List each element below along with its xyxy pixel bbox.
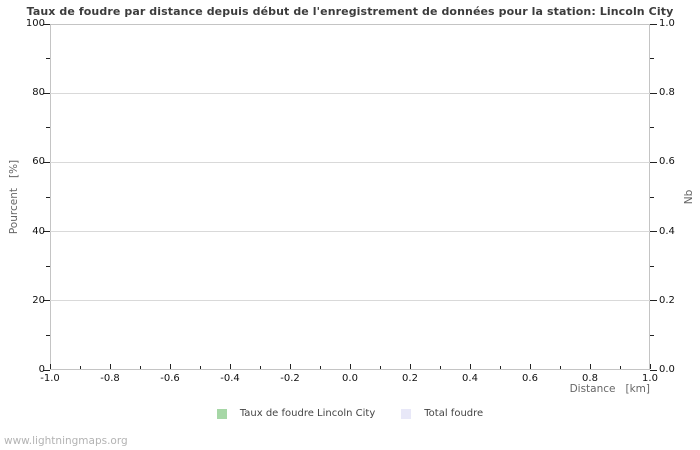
x-axis-tick (469, 364, 471, 369)
y-axis-minor-tick-right (650, 127, 654, 129)
x-axis-tick-label: 1.0 (642, 373, 658, 384)
x-axis-tick (649, 364, 651, 369)
x-axis-label: Distance [km] (569, 383, 650, 395)
y-axis-tick-label-right: 0.0 (659, 364, 675, 375)
y-axis-tick-right (650, 161, 657, 163)
y-axis-tick-left (43, 161, 50, 163)
y-axis-tick-right (650, 300, 657, 302)
gridline (50, 231, 650, 233)
y-axis-tick-right (650, 23, 657, 25)
y-axis-tick-left (43, 231, 50, 233)
y-axis-minor-tick-left (46, 265, 50, 267)
x-axis-tick (229, 364, 231, 369)
x-axis-tick-label: -0.6 (160, 373, 180, 384)
legend: Taux de foudre Lincoln City Total foudre (0, 408, 700, 419)
y-axis-tick-label-left: 20 (32, 294, 45, 306)
y-axis-minor-tick-left (46, 334, 50, 336)
x-axis-tick-label: -1.0 (40, 373, 60, 384)
y-axis-minor-tick-right (650, 334, 654, 336)
y-axis-tick-label-right: 0.8 (659, 87, 675, 99)
x-axis-tick-label: -0.2 (280, 373, 300, 384)
gridline (50, 300, 650, 302)
chart-title: Taux de foudre par distance depuis début… (26, 5, 674, 18)
x-axis-tick (109, 364, 111, 369)
x-axis-minor-tick (559, 366, 561, 369)
y-axis-tick-label-left: 80 (32, 87, 45, 99)
x-axis-minor-tick (379, 366, 381, 369)
gridline (50, 92, 650, 94)
y-axis-minor-tick-right (650, 58, 654, 60)
y-axis-minor-tick-right (650, 196, 654, 198)
y-axis-tick-left (43, 23, 50, 25)
y-axis-tick-right (650, 92, 657, 94)
plot-area (50, 24, 650, 370)
y-axis-tick-right (650, 231, 657, 233)
y-axis-label-right: Nb (683, 189, 695, 205)
y-axis-minor-tick-left (46, 58, 50, 60)
y-axis-tick-label-left: 60 (32, 156, 45, 168)
x-axis-minor-tick (319, 366, 321, 369)
x-axis-minor-tick (139, 366, 141, 369)
x-axis-minor-tick (199, 366, 201, 369)
y-axis-minor-tick-left (46, 127, 50, 129)
x-axis-tick-label: 0.4 (462, 373, 478, 384)
x-axis-tick (409, 364, 411, 369)
watermark-link[interactable]: www.lightningmaps.org (4, 435, 128, 447)
x-axis-tick-label: -0.8 (100, 373, 120, 384)
y-axis-tick-left (43, 300, 50, 302)
y-axis-tick-label-right: 0.4 (659, 225, 675, 237)
legend-item-total-foudre: Total foudre (401, 408, 483, 419)
y-axis-tick-right (650, 369, 657, 371)
y-axis-minor-tick-right (650, 265, 654, 267)
y-axis-tick-left (43, 92, 50, 94)
x-axis-tick-label: -0.4 (220, 373, 240, 384)
x-axis-minor-tick (259, 366, 261, 369)
y-axis-minor-tick-left (46, 196, 50, 198)
legend-swatch-lavender (401, 408, 412, 419)
x-axis-tick (349, 364, 351, 369)
legend-item-taux-de-foudre: Taux de foudre Lincoln City (216, 408, 376, 419)
x-axis-tick-label: 0.2 (402, 373, 418, 384)
x-axis-tick (589, 364, 591, 369)
x-axis-minor-tick (79, 366, 81, 369)
legend-label: Total foudre (424, 408, 484, 419)
x-axis-tick-label: 0.6 (522, 373, 538, 384)
legend-label: Taux de foudre Lincoln City (239, 408, 376, 419)
x-axis-tick (289, 364, 291, 369)
y-axis-tick-label-right: 0.2 (659, 294, 675, 306)
x-axis-minor-tick (439, 366, 441, 369)
legend-swatch-green (216, 408, 227, 419)
x-axis-minor-tick (619, 366, 621, 369)
y-axis-tick-left (43, 369, 50, 371)
x-axis-tick (49, 364, 51, 369)
y-axis-tick-label-right: 1.0 (659, 18, 675, 29)
y-axis-tick-label-left: 0 (38, 364, 45, 375)
x-axis-minor-tick (499, 366, 501, 369)
y-axis-label-left: Pourcent [%] (8, 159, 20, 235)
x-axis-tick (169, 364, 171, 369)
y-axis-tick-label-left: 100 (25, 18, 45, 29)
y-axis-tick-label-right: 0.6 (659, 156, 675, 168)
gridline (50, 161, 650, 163)
y-axis-tick-label-left: 40 (32, 225, 45, 237)
x-axis-tick-label: 0.8 (582, 373, 598, 384)
x-axis-tick (529, 364, 531, 369)
x-axis-tick-label: 0.0 (342, 373, 358, 384)
